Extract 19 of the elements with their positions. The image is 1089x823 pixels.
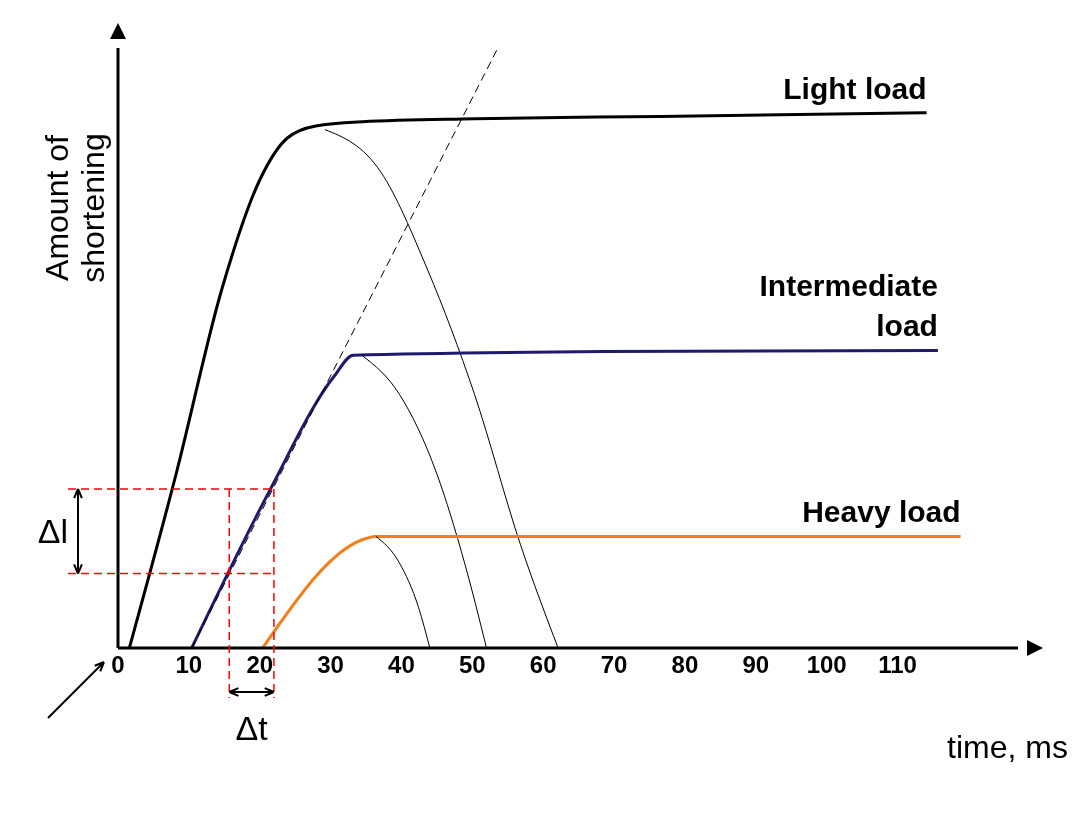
x-tick-label: 30 xyxy=(317,651,344,679)
x-tick-label: 40 xyxy=(388,651,415,679)
x-tick-label: 10 xyxy=(175,651,203,679)
x-tick-label: 90 xyxy=(742,651,770,679)
x-tick-label: 60 xyxy=(529,651,557,679)
series-label: Intermediate load xyxy=(759,269,938,343)
text: Δt xyxy=(235,709,269,747)
text: Δl xyxy=(37,512,68,551)
x-axis-title: time, ms xyxy=(947,729,1068,765)
y-axis-title: Amount of shortening xyxy=(39,133,111,283)
x-tick-label: 100 xyxy=(806,651,847,679)
x-tick-label: 0 xyxy=(111,651,125,679)
series-label: Light load xyxy=(783,71,927,105)
series-label: Heavy load xyxy=(802,495,961,529)
x-tick-label: 110 xyxy=(878,651,917,679)
x-tick-label: 80 xyxy=(671,651,699,679)
x-tick-label: 50 xyxy=(458,651,486,679)
x-tick-label: 70 xyxy=(600,651,628,679)
x-tick-label: 20 xyxy=(246,651,274,679)
